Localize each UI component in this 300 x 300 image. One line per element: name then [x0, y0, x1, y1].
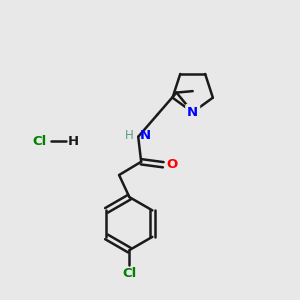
Text: Cl: Cl: [32, 135, 46, 148]
Text: H: H: [125, 129, 134, 142]
Text: Cl: Cl: [122, 267, 136, 280]
Text: O: O: [167, 158, 178, 171]
Text: N: N: [140, 129, 151, 142]
Text: H: H: [68, 135, 79, 148]
Text: N: N: [187, 106, 198, 119]
